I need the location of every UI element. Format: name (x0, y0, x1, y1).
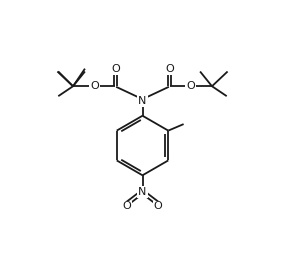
Text: O: O (186, 81, 195, 91)
Text: O: O (111, 64, 120, 74)
Text: N: N (138, 187, 147, 197)
Text: O: O (165, 64, 174, 74)
Text: O: O (123, 201, 131, 212)
Text: O: O (154, 201, 162, 212)
Text: N: N (138, 96, 147, 106)
Text: O: O (90, 81, 99, 91)
